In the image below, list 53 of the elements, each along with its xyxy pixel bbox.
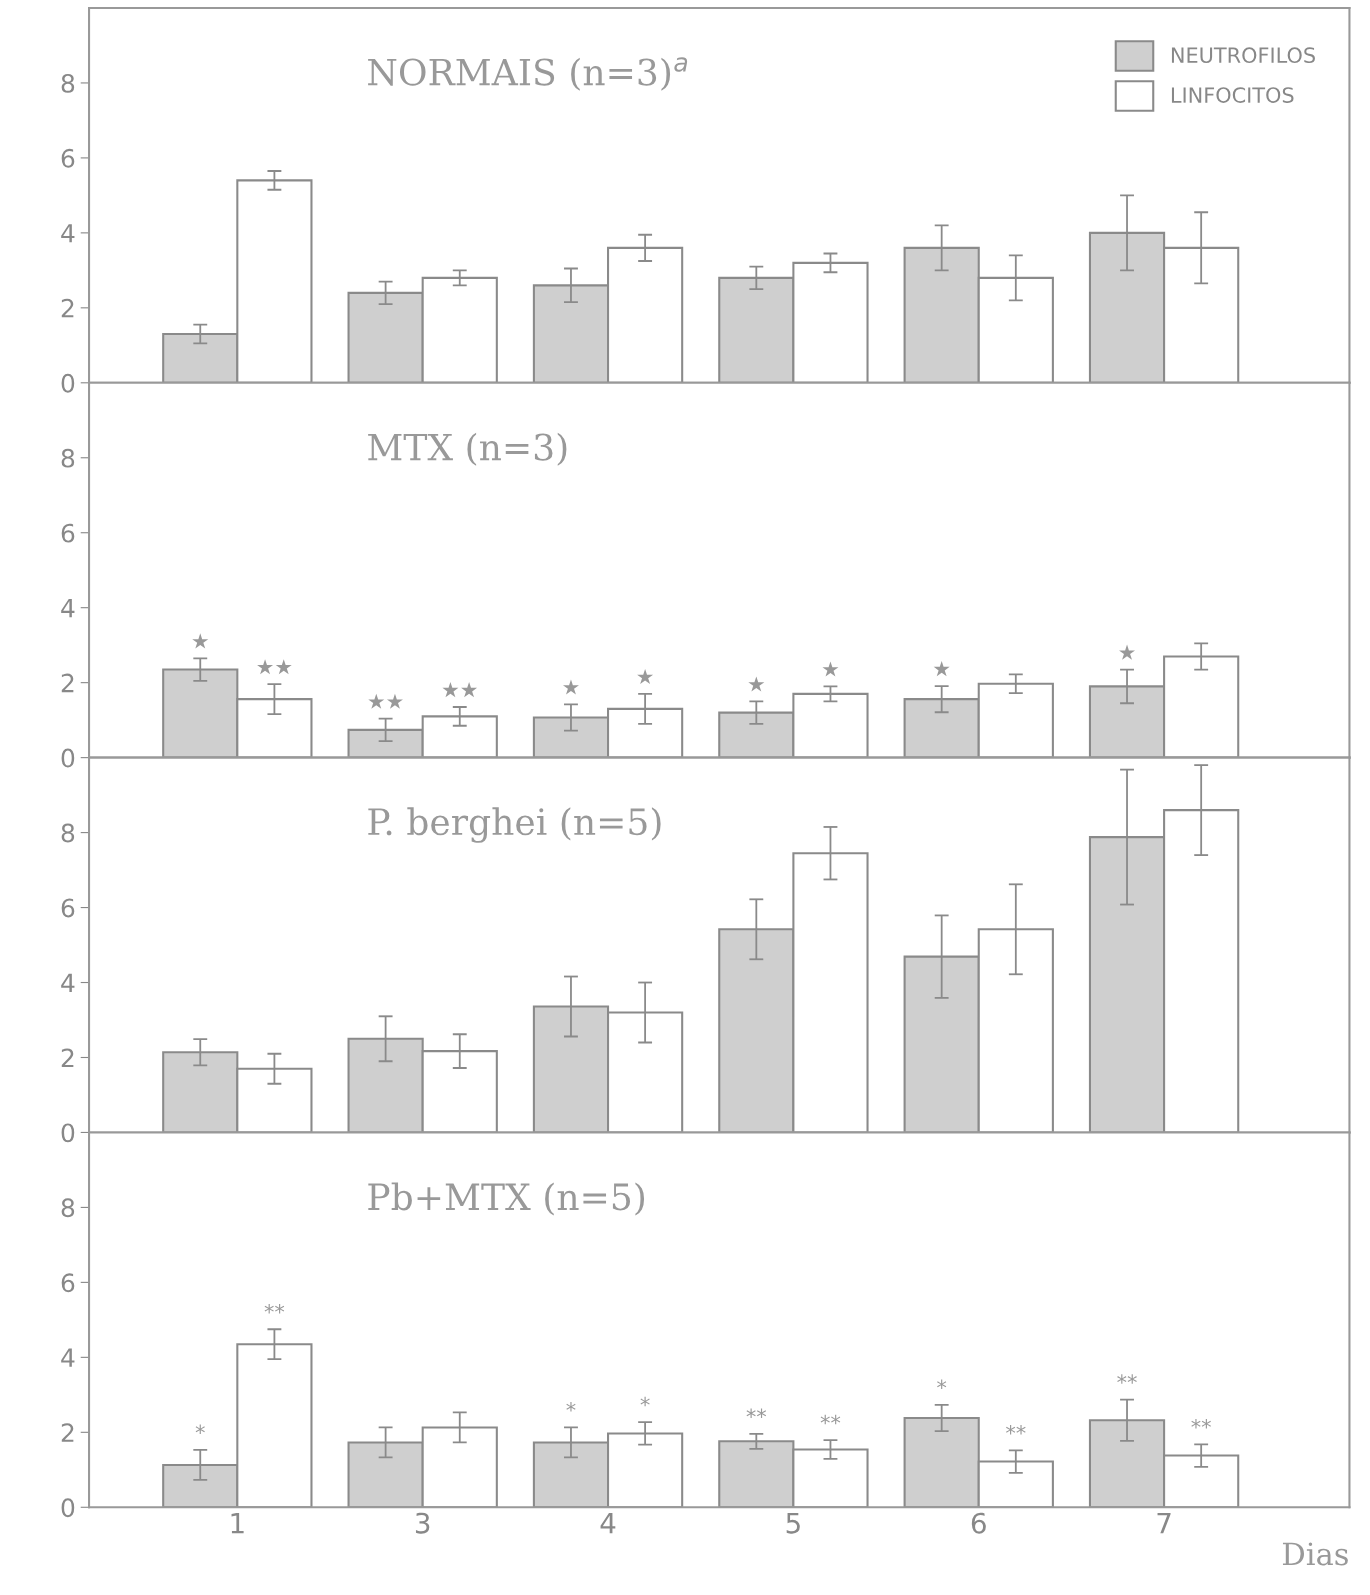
x-tick-label: 5 bbox=[786, 1512, 800, 1534]
x-tick-label: 3 bbox=[415, 1512, 430, 1534]
data-label: ** bbox=[1117, 1374, 1137, 1384]
legend-label: LINFOCITOS bbox=[1171, 87, 1294, 103]
data-label: ★ bbox=[822, 661, 839, 677]
y-tick-label: 8 bbox=[61, 823, 75, 843]
y-tick-label: 8 bbox=[61, 448, 75, 468]
x-tick-label: 7 bbox=[1157, 1512, 1171, 1534]
data-label: ** bbox=[746, 1408, 767, 1418]
legend-label: NEUTROFILOS bbox=[1171, 47, 1315, 64]
x-tick-label: 4 bbox=[600, 1512, 616, 1534]
y-tick-label: 0 bbox=[61, 1123, 75, 1143]
data-label: ** bbox=[1006, 1424, 1026, 1435]
y-tick-label: 6 bbox=[61, 148, 75, 168]
y-tick-label: 4 bbox=[61, 598, 75, 618]
data-label: * bbox=[937, 1379, 947, 1390]
data-label: ** bbox=[264, 1303, 285, 1314]
y-tick-label: 6 bbox=[61, 898, 75, 918]
data-label: ★ bbox=[562, 679, 579, 695]
data-label: * bbox=[566, 1402, 576, 1412]
y-tick-label: 8 bbox=[61, 73, 75, 93]
data-label: ** bbox=[820, 1414, 841, 1425]
data-label: ★★ bbox=[257, 659, 292, 675]
data-label: ★★ bbox=[442, 682, 478, 698]
text: Pb+MTX (n=5) bbox=[368, 1182, 645, 1216]
x-tick-label: 1 bbox=[231, 1512, 244, 1534]
text: P. berghei (n=5) bbox=[368, 807, 661, 843]
data-label: ★ bbox=[1119, 644, 1136, 660]
x-tick-label: 6 bbox=[971, 1512, 986, 1534]
x-axis-title: Dias bbox=[1282, 1542, 1348, 1566]
y-tick-label: 6 bbox=[61, 1273, 75, 1293]
data-label: * bbox=[195, 1424, 205, 1435]
data-label: ★★ bbox=[368, 693, 403, 709]
y-tick-label: 4 bbox=[61, 1348, 75, 1367]
y-tick-label: 2 bbox=[61, 1048, 74, 1067]
y-tick-label: 8 bbox=[61, 1198, 75, 1218]
y-tick-label: 4 bbox=[61, 224, 75, 243]
y-tick-label: 6 bbox=[61, 523, 75, 543]
data-label: * bbox=[640, 1396, 650, 1407]
y-tick-label: 0 bbox=[61, 748, 75, 768]
y-tick-label: 4 bbox=[61, 973, 75, 993]
text: NORMAIS (n=3)$^{a}$ bbox=[368, 57, 688, 91]
y-tick-label: 2 bbox=[61, 298, 74, 318]
y-tick-label: 2 bbox=[61, 673, 74, 693]
data-label: ★ bbox=[933, 661, 950, 677]
data-label: ★ bbox=[637, 668, 654, 685]
data-label: ** bbox=[1191, 1418, 1211, 1429]
y-tick-label: 0 bbox=[61, 1498, 75, 1518]
y-tick-label: 2 bbox=[61, 1423, 74, 1442]
data-label: ★ bbox=[192, 633, 209, 649]
text: MTX (n=3) bbox=[368, 432, 567, 466]
data-label: ★ bbox=[748, 676, 765, 692]
y-tick-label: 0 bbox=[61, 373, 75, 393]
